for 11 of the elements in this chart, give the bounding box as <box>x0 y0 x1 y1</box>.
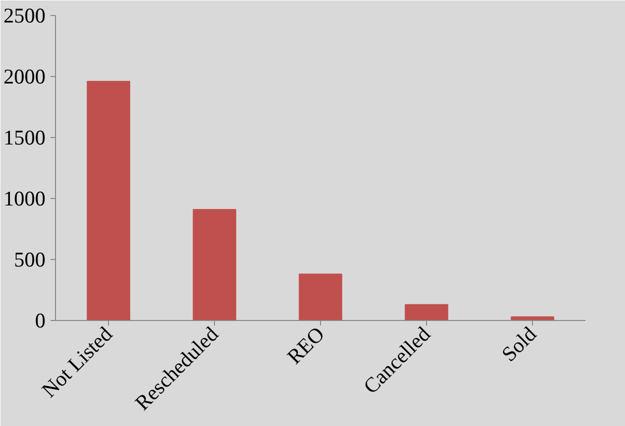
y-tick-label: 1500 <box>4 126 46 150</box>
y-tick-label: 1000 <box>4 186 46 210</box>
x-tick-label: Sold <box>496 322 542 366</box>
y-tick-label: 0 <box>35 308 46 332</box>
y-tick-label: 500 <box>14 248 46 272</box>
bar <box>298 274 342 320</box>
y-tick-label: 2500 <box>4 4 46 28</box>
bar <box>404 304 448 320</box>
bar <box>86 80 130 320</box>
bar <box>192 208 236 320</box>
y-tick-label: 2000 <box>4 64 46 88</box>
